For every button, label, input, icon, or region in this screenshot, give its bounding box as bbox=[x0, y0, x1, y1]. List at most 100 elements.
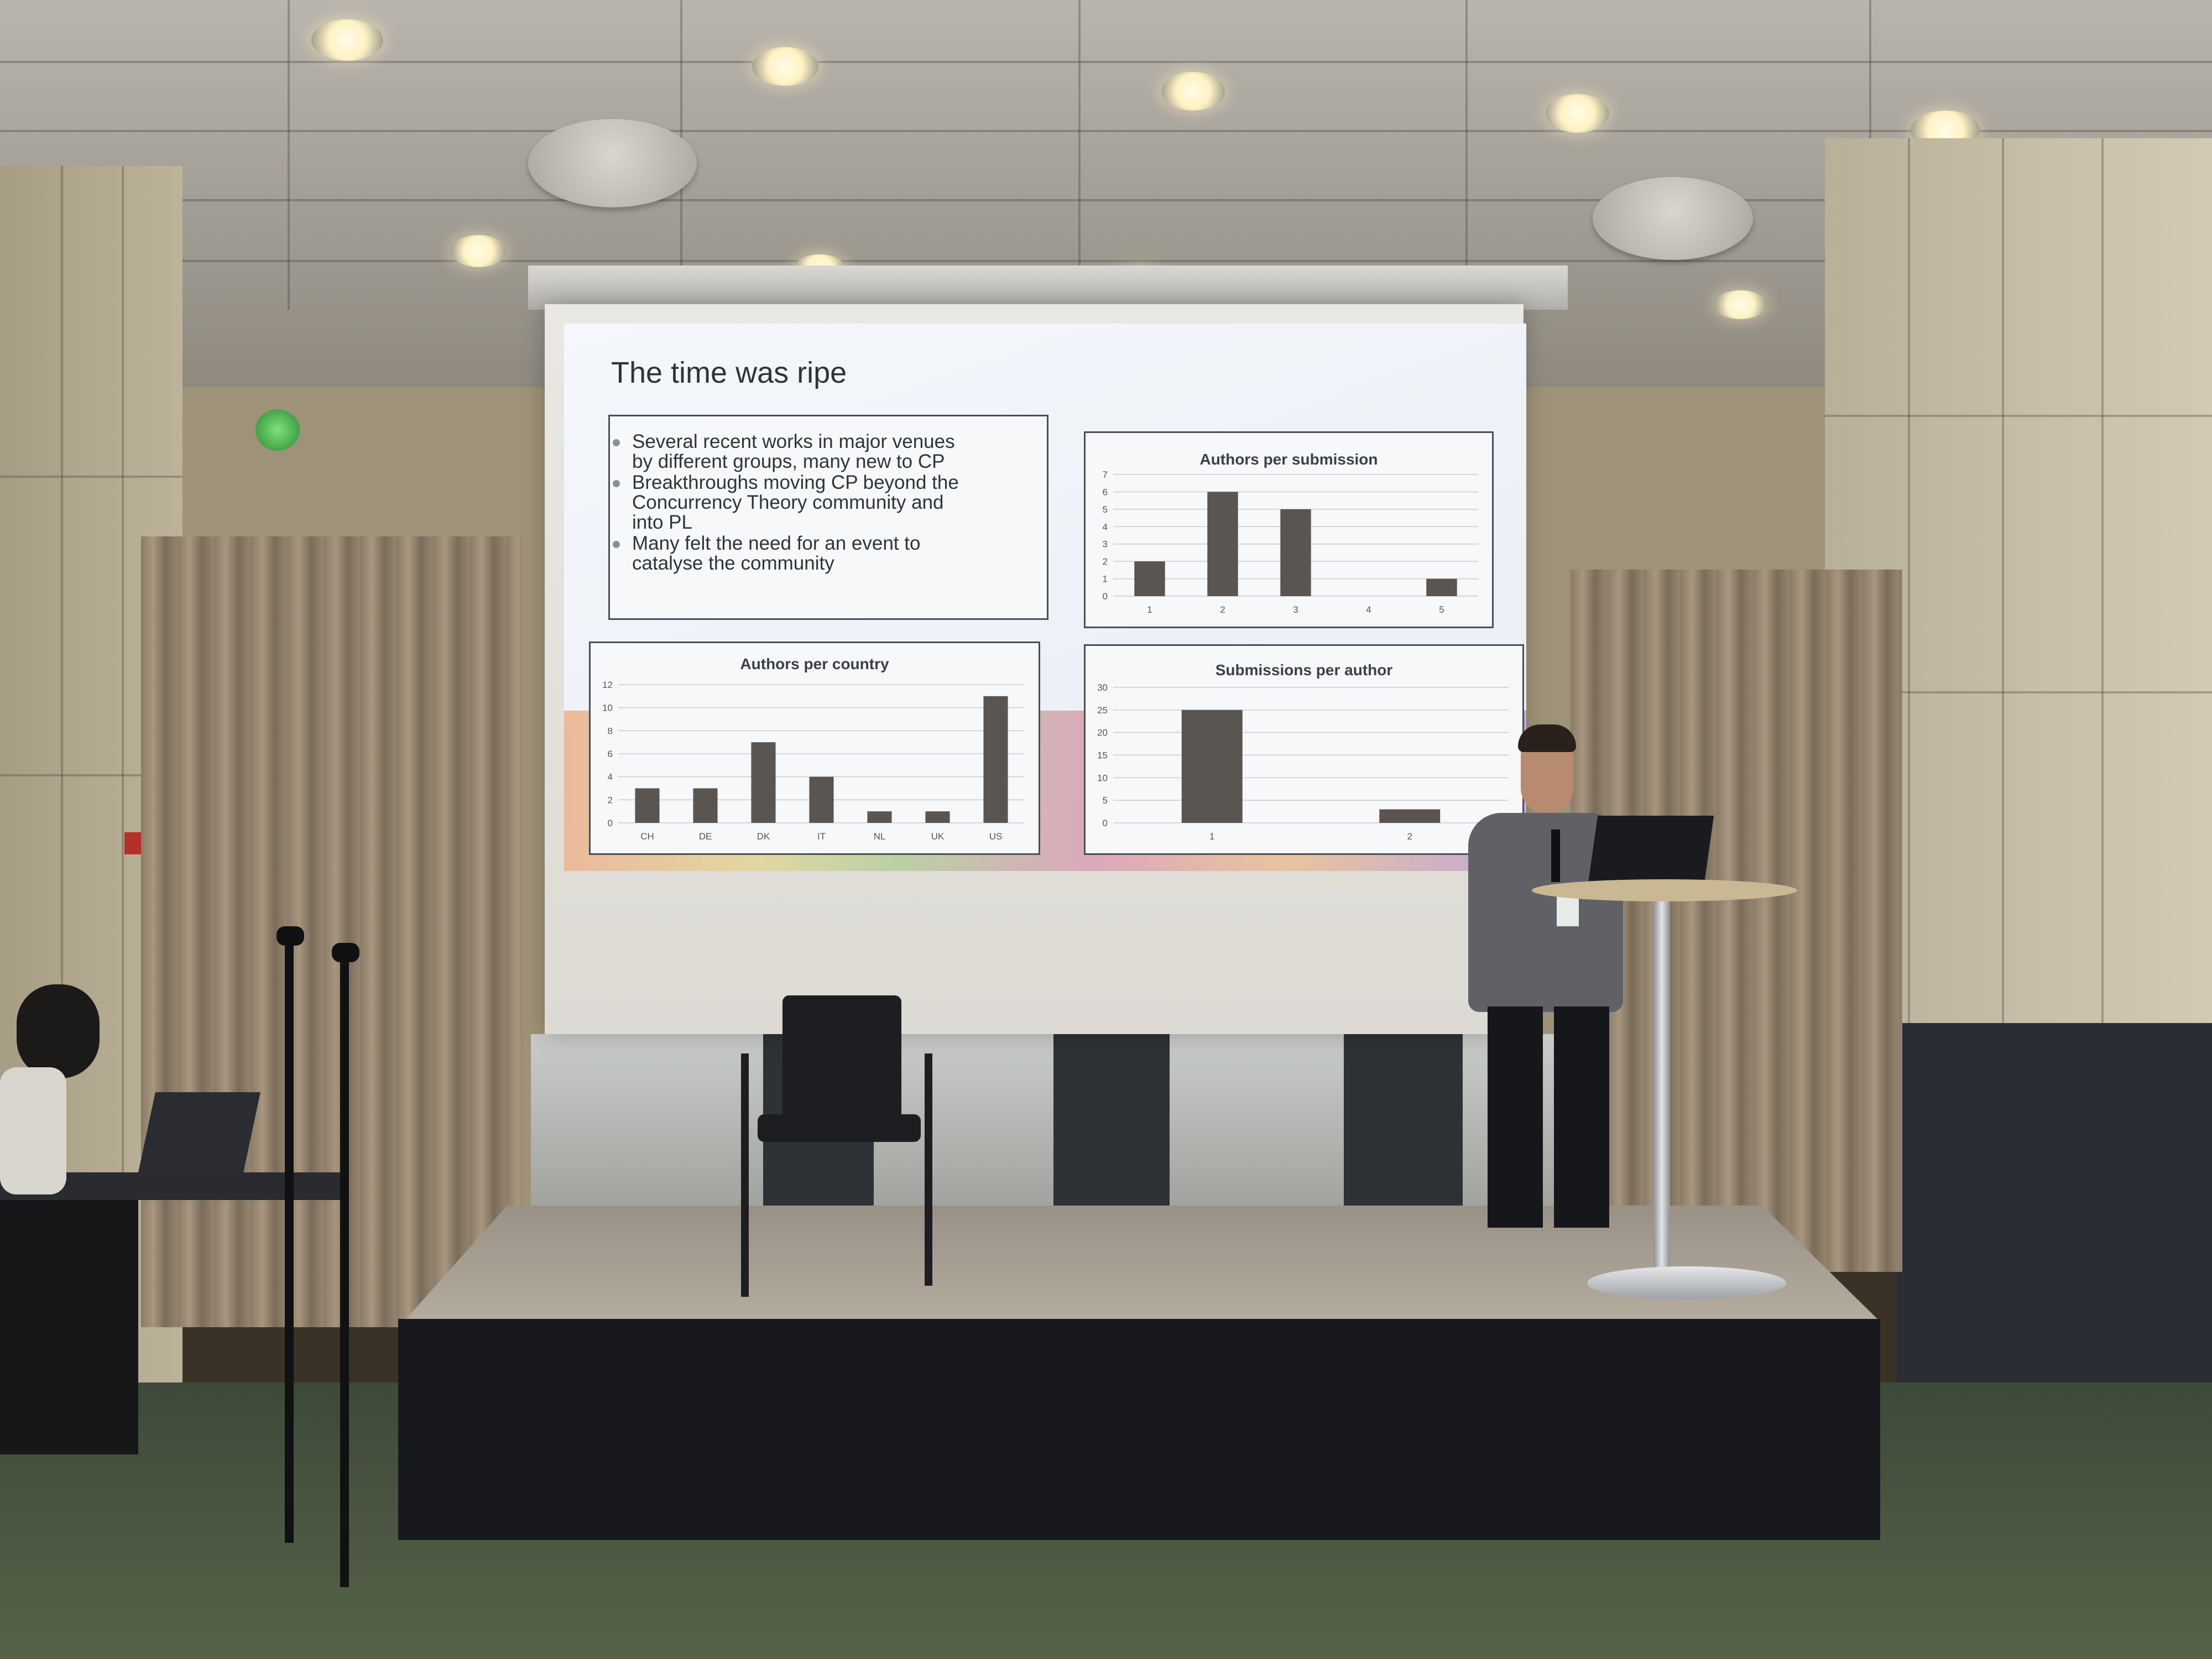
bullet-line: Breakthroughs moving CP beyond the bbox=[632, 472, 959, 493]
chart-submissions-per-author: Submissions per author 0 5 10 15 20 25 30 1 2 bbox=[1084, 644, 1524, 855]
ceiling-light bbox=[752, 47, 818, 86]
bar bbox=[809, 776, 834, 823]
microphone-icon bbox=[1551, 830, 1560, 882]
mic-stand bbox=[285, 935, 294, 1543]
x-tick-label: 4 bbox=[1366, 604, 1371, 615]
x-tick-label: IT bbox=[817, 831, 826, 842]
laptop-icon bbox=[1587, 816, 1714, 888]
stage-platform bbox=[404, 1206, 1880, 1322]
y-tick-label: 15 bbox=[1097, 750, 1108, 761]
x-tick-label: UK bbox=[931, 831, 945, 842]
ceiling-speaker bbox=[1593, 177, 1753, 260]
x-tick-label: 5 bbox=[1439, 604, 1444, 615]
x-tick-label: 1 bbox=[1147, 604, 1152, 615]
y-tick-label: 4 bbox=[1103, 521, 1108, 532]
y-tick-label: 30 bbox=[1097, 682, 1108, 693]
bar bbox=[635, 788, 660, 823]
chart-svg: 0 1 2 3 4 5 6 7 1 2 3 4 5 bbox=[1103, 469, 1478, 615]
x-tick-label: 2 bbox=[1220, 604, 1225, 615]
y-tick-label: 6 bbox=[1103, 487, 1108, 497]
y-tick-label: 6 bbox=[608, 749, 613, 759]
bar bbox=[1181, 709, 1243, 823]
y-tick-label: 12 bbox=[602, 680, 613, 690]
chart-svg: 0 2 4 6 8 10 12 CH DE DK IT NL UK US bbox=[602, 680, 1025, 842]
microphone-icon bbox=[332, 943, 359, 962]
exit-sign-icon bbox=[255, 409, 300, 451]
microphone-icon bbox=[276, 926, 304, 946]
bullet-item: Breakthroughs moving CP beyond the Concu… bbox=[613, 472, 959, 533]
ceiling-light bbox=[311, 19, 383, 61]
ceiling-light bbox=[1546, 94, 1609, 133]
bar bbox=[751, 742, 776, 823]
presenter-hair bbox=[1518, 724, 1576, 752]
y-tick-label: 2 bbox=[1103, 556, 1108, 567]
bullet-line: Several recent works in major venues bbox=[632, 431, 955, 452]
presentation-slide: The time was ripe Several recent works i… bbox=[564, 324, 1526, 871]
x-tick-label: NL bbox=[874, 831, 886, 842]
y-tick-label: 5 bbox=[1103, 504, 1108, 515]
ceiling-speaker bbox=[528, 119, 697, 207]
bar bbox=[1207, 492, 1238, 596]
bar bbox=[983, 696, 1008, 823]
podium-pole bbox=[1653, 896, 1670, 1277]
screen-housing bbox=[528, 265, 1568, 310]
y-tick-label: 2 bbox=[608, 795, 613, 805]
y-tick-label: 25 bbox=[1097, 705, 1108, 716]
y-tick-label: 8 bbox=[608, 726, 613, 736]
window-pillar bbox=[1344, 1029, 1463, 1206]
technician-shirt bbox=[0, 1067, 66, 1194]
bullet-icon bbox=[613, 439, 620, 446]
y-tick-label: 1 bbox=[1103, 574, 1108, 585]
x-tick-label: DE bbox=[699, 831, 712, 842]
bullet-item: Many felt the need for an event to catal… bbox=[613, 533, 921, 574]
x-tick-label: CH bbox=[640, 831, 654, 842]
stage-front bbox=[398, 1319, 1880, 1540]
chart-title: Authors per submission bbox=[1199, 451, 1378, 468]
y-tick-label: 5 bbox=[1103, 795, 1108, 806]
x-tick-label: DK bbox=[757, 831, 770, 842]
bar bbox=[1280, 509, 1311, 596]
chair-leg bbox=[925, 1053, 932, 1286]
y-tick-label: 3 bbox=[1103, 539, 1108, 550]
chart-title: Submissions per author bbox=[1215, 661, 1393, 679]
bullet-line: Many felt the need for an event to bbox=[632, 533, 921, 554]
bullet-line: into PL bbox=[632, 512, 692, 533]
ceiling-light bbox=[1161, 72, 1225, 111]
chart-authors-per-submission: Authors per submission 0 1 2 3 4 5 6 7 1 2 3 4 5 bbox=[1084, 431, 1494, 628]
bar bbox=[1379, 809, 1441, 823]
y-tick-label: 10 bbox=[602, 703, 613, 713]
y-tick-label: 4 bbox=[608, 772, 613, 782]
bullet-line: catalyse the community bbox=[632, 552, 834, 574]
bar bbox=[867, 811, 892, 823]
bar bbox=[1134, 561, 1165, 596]
left-curtain bbox=[141, 536, 523, 1327]
x-tick-label: 3 bbox=[1293, 604, 1298, 615]
bullet-box: Several recent works in major venues by … bbox=[608, 415, 1048, 620]
chart-title: Authors per country bbox=[740, 655, 889, 672]
laptop-icon bbox=[138, 1092, 260, 1175]
right-curtain bbox=[1571, 570, 1902, 1272]
y-tick-label: 7 bbox=[1103, 469, 1108, 480]
x-tick-label: US bbox=[989, 831, 1003, 842]
podium-base bbox=[1587, 1266, 1786, 1300]
mic-stand bbox=[340, 951, 349, 1587]
technician-head bbox=[17, 984, 100, 1078]
y-tick-label: 0 bbox=[1103, 591, 1108, 602]
podium-top bbox=[1532, 879, 1797, 901]
y-tick-label: 10 bbox=[1097, 773, 1108, 783]
bullet-item: Several recent works in major venues by … bbox=[613, 431, 955, 472]
chart-authors-per-country: Authors per country 0 2 4 6 8 10 12 CH DE DK IT NL U… bbox=[589, 641, 1040, 855]
bar bbox=[925, 811, 950, 823]
bullet-icon bbox=[613, 541, 620, 548]
dark-wainscot bbox=[1897, 1023, 2212, 1410]
bullet-line: by different groups, many new to CP bbox=[632, 451, 945, 472]
slide-title: The time was ripe bbox=[611, 356, 847, 389]
presenter-leg bbox=[1554, 1006, 1609, 1228]
y-tick-label: 0 bbox=[1103, 818, 1108, 828]
ceiling-light bbox=[451, 235, 506, 267]
y-tick-label: 20 bbox=[1097, 728, 1108, 738]
chart-svg: 0 5 10 15 20 25 30 1 2 bbox=[1097, 682, 1509, 842]
ceiling-light bbox=[1714, 290, 1767, 319]
bullet-line: Concurrency Theory community and bbox=[632, 492, 944, 513]
technician-legs bbox=[0, 1200, 138, 1454]
